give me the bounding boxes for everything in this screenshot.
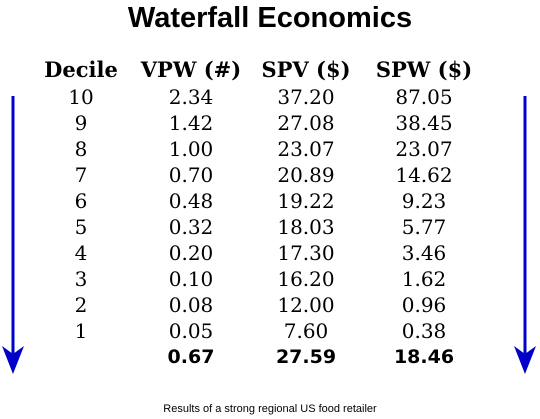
waterfall-table: Decile VPW (#) SPV ($) SPW ($) 10 2.34 37.…: [28, 54, 488, 370]
table-row: 5 0.32 18.03 5.77: [28, 214, 488, 240]
footnote: Results of a strong regional US food ret…: [163, 403, 377, 415]
cell-decile: 6: [74, 189, 88, 213]
cell-spv: 17.30: [277, 241, 335, 265]
cell-spv: 27.08: [277, 111, 335, 135]
down-arrow-right-icon: [514, 96, 536, 374]
table-row: 1 0.05 7.60 0.38: [28, 318, 488, 344]
cell-spw: 5.77: [401, 215, 447, 239]
cell-vpw: 0.32: [168, 215, 214, 239]
cell-decile: 10: [68, 85, 94, 109]
cell-spw: 0.96: [401, 293, 447, 317]
cell-spv: 18.03: [277, 215, 335, 239]
table-header-row: Decile VPW (#) SPV ($) SPW ($): [28, 54, 488, 84]
cell-spw: 23.07: [395, 137, 453, 161]
cell-decile: 3: [74, 267, 88, 291]
cell-vpw: 2.34: [168, 85, 214, 109]
cell-spw: 87.05: [395, 85, 453, 109]
header-decile: Decile: [44, 56, 118, 82]
cell-spv: 37.20: [277, 85, 335, 109]
cell-decile: 8: [74, 137, 88, 161]
cell-vpw: 0.08: [168, 293, 214, 317]
cell-decile: 9: [74, 111, 88, 135]
cell-spv: 12.00: [277, 293, 335, 317]
cell-spw: 3.46: [401, 241, 447, 265]
header-spv: SPV ($): [261, 56, 351, 82]
total-vpw: 0.67: [167, 346, 215, 368]
cell-vpw: 1.00: [168, 137, 214, 161]
header-spw: SPW ($): [375, 56, 473, 82]
cell-vpw: 1.42: [168, 111, 214, 135]
cell-spw: 1.62: [401, 267, 447, 291]
header-vpw: VPW (#): [140, 56, 242, 82]
cell-decile: 2: [74, 293, 88, 317]
table-row: 4 0.20 17.30 3.46: [28, 240, 488, 266]
cell-decile: 4: [74, 241, 88, 265]
cell-spv: 23.07: [277, 137, 335, 161]
table-row: 3 0.10 16.20 1.62: [28, 266, 488, 292]
cell-spv: 16.20: [277, 267, 335, 291]
cell-vpw: 0.05: [168, 319, 214, 343]
cell-decile: 5: [74, 215, 88, 239]
table-row: 9 1.42 27.08 38.45: [28, 110, 488, 136]
cell-vpw: 0.48: [168, 189, 214, 213]
cell-spw: 9.23: [401, 189, 447, 213]
table-row: 6 0.48 19.22 9.23: [28, 188, 488, 214]
cell-decile: 7: [74, 163, 88, 187]
table-row: 8 1.00 23.07 23.07: [28, 136, 488, 162]
total-spv: 27.59: [275, 346, 337, 368]
down-arrow-left-icon: [2, 96, 24, 374]
cell-spw: 14.62: [395, 163, 453, 187]
cell-vpw: 0.70: [168, 163, 214, 187]
cell-decile: 1: [74, 319, 88, 343]
cell-vpw: 0.10: [168, 267, 214, 291]
cell-spw: 0.38: [401, 319, 447, 343]
page-title: Waterfall Economics: [127, 2, 413, 34]
totals-row: 0.67 27.59 18.46: [28, 344, 488, 370]
cell-spv: 19.22: [277, 189, 335, 213]
table-row: 2 0.08 12.00 0.96: [28, 292, 488, 318]
table-row: 7 0.70 20.89 14.62: [28, 162, 488, 188]
table-row: 10 2.34 37.20 87.05: [28, 84, 488, 110]
cell-spv: 7.60: [283, 319, 329, 343]
cell-spw: 38.45: [395, 111, 453, 135]
cell-vpw: 0.20: [168, 241, 214, 265]
total-spw: 18.46: [393, 346, 455, 368]
cell-spv: 20.89: [277, 163, 335, 187]
